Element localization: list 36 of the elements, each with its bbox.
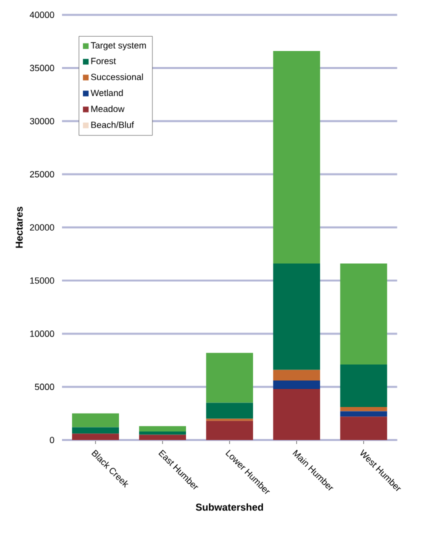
bar (340, 264, 388, 365)
legend-label: Beach/Bluf (91, 121, 134, 128)
bar (340, 416, 388, 440)
y-tick-label: 25000 (30, 171, 54, 178)
bar (340, 407, 388, 412)
y-tick-label: 10000 (30, 330, 54, 337)
bar (340, 411, 388, 417)
bar (139, 431, 186, 435)
y-tick-label: 5000 (34, 384, 54, 390)
bar (273, 388, 320, 440)
legend-label: Wetland (90, 89, 123, 96)
bar (273, 370, 320, 380)
legend-label: Meadow (91, 105, 125, 112)
y-tick-label: 40000 (30, 12, 54, 18)
legend-label: Successional (91, 74, 143, 80)
bar (139, 434, 186, 440)
y-tick-label: 0 (50, 436, 54, 444)
bar (206, 352, 254, 403)
bar (340, 364, 388, 408)
y-axis-title: Hectares (16, 206, 23, 248)
bar (273, 380, 320, 389)
bar (206, 402, 254, 419)
legend-label: Target system (90, 42, 146, 50)
bar (273, 264, 320, 370)
bar (72, 434, 119, 440)
bar (139, 426, 186, 432)
y-tick-label: 30000 (30, 118, 54, 124)
legend-label: Forest (91, 58, 116, 64)
y-tick-label: 15000 (30, 277, 54, 284)
bar (72, 413, 119, 428)
bar (72, 427, 119, 434)
bar (273, 50, 320, 264)
x-axis-title: Subwatershed (196, 503, 263, 511)
bar (206, 420, 254, 440)
y-tick-label: 20000 (30, 224, 54, 231)
y-tick-label: 35000 (30, 64, 54, 72)
